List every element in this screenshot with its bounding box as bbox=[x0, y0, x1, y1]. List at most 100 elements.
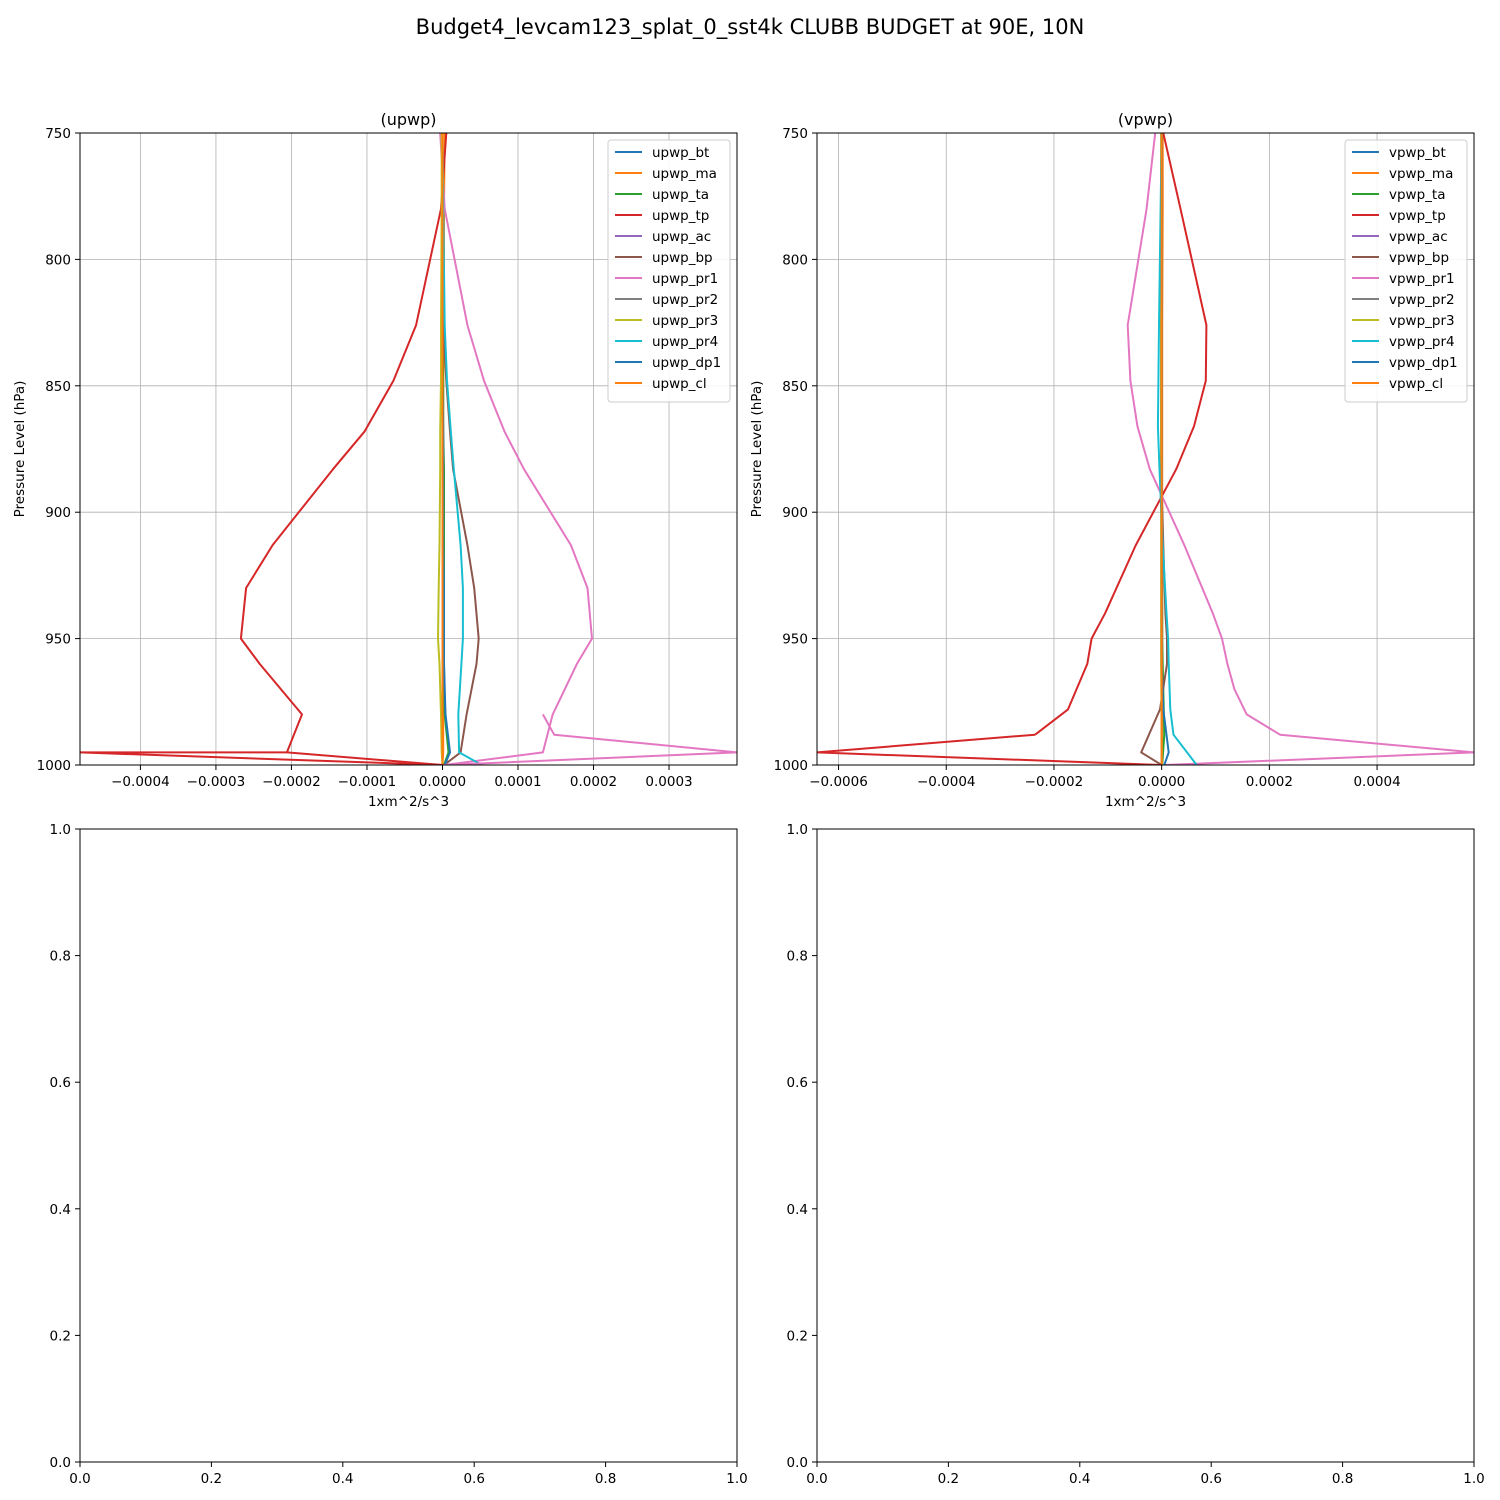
legend-label: vpwp_cl bbox=[1389, 376, 1443, 392]
legend-label: upwp_bp bbox=[652, 250, 713, 266]
x-tick-label: 0.0000 bbox=[1138, 774, 1185, 790]
x-tick-label: 0.2 bbox=[938, 1471, 959, 1487]
x-tick-label: 0.0 bbox=[806, 1471, 827, 1487]
y-tick-label: 850 bbox=[45, 379, 71, 395]
x-tick-label: −0.0003 bbox=[187, 774, 246, 790]
axes-title: (upwp) bbox=[380, 110, 436, 129]
y-tick-label: 850 bbox=[782, 379, 808, 395]
subplot-2: −0.0006 −0.0004 −0.0002 0.0000 0.0002 0.0004 7… bbox=[749, 110, 1475, 810]
x-tick-label: 0.0 bbox=[69, 1471, 90, 1487]
legend-label: vpwp_pr4 bbox=[1389, 334, 1455, 350]
series-group bbox=[80, 133, 737, 765]
legend-frame bbox=[1344, 139, 1468, 403]
y-tick-label: 1000 bbox=[774, 758, 808, 774]
series-line-upwp_pr1 bbox=[439, 133, 593, 765]
y-tick-label: 0.8 bbox=[50, 949, 71, 965]
x-tick-label: −0.0006 bbox=[809, 774, 868, 790]
legend: vpwp_bt vpwp_ma vpwp_ta vpwp_tp vpwp_ac vpwp_… bbox=[1344, 139, 1468, 403]
y-tick-label: 0.2 bbox=[787, 1328, 808, 1344]
legend-label: upwp_pr2 bbox=[652, 292, 718, 308]
subplot-3: 0.0 0.2 0.4 0.6 0.8 1.0 0.0 0.2 0.4 0.6 0.8 1.0 bbox=[50, 822, 748, 1487]
x-tick-label: 0.0001 bbox=[494, 774, 541, 790]
x-axis-label: 1xm^2/s^3 bbox=[1105, 794, 1186, 810]
legend-label: vpwp_ac bbox=[1389, 229, 1448, 245]
y-tick-label: 0.2 bbox=[50, 1328, 71, 1344]
y-tick-label: 0.0 bbox=[787, 1455, 808, 1471]
series-line-vpwp_pr1 bbox=[1126, 133, 1474, 765]
y-tick-label: 750 bbox=[782, 126, 808, 142]
y-tick-label: 800 bbox=[782, 252, 808, 268]
y-tick-label: 0.6 bbox=[787, 1075, 808, 1091]
x-tick-label: 0.0002 bbox=[1246, 774, 1293, 790]
x-tick-label: 0.8 bbox=[595, 1471, 616, 1487]
legend: upwp_bt upwp_ma upwp_ta upwp_tp upwp_ac upwp_… bbox=[607, 139, 731, 403]
x-tick-label: 0.0003 bbox=[645, 774, 692, 790]
x-tick-label: −0.0002 bbox=[262, 774, 321, 790]
x-tick-label: −0.0002 bbox=[1025, 774, 1084, 790]
legend-label: vpwp_bt bbox=[1389, 145, 1446, 161]
axes-frame bbox=[79, 132, 738, 766]
x-tick-label: 0.0002 bbox=[570, 774, 617, 790]
y-tick-label: 0.4 bbox=[787, 1202, 808, 1218]
y-tick-label: 0.6 bbox=[50, 1075, 71, 1091]
x-axis-label: 1xm^2/s^3 bbox=[368, 794, 449, 810]
subplot-1: −0.0004 −0.0003 −0.0002 −0.0001 0.0000 0.0001… bbox=[12, 110, 738, 810]
legend-label: vpwp_ma bbox=[1389, 166, 1453, 182]
y-tick-label: 950 bbox=[782, 632, 808, 648]
legend-label: vpwp_bp bbox=[1389, 250, 1449, 266]
series-line-upwp_pr3 bbox=[437, 133, 444, 765]
series-line-segment bbox=[80, 751, 443, 765]
legend-label: vpwp_pr2 bbox=[1389, 292, 1455, 308]
y-tick-label: 0.0 bbox=[50, 1455, 71, 1471]
series-line-segment bbox=[443, 713, 737, 765]
figure-suptitle: Budget4_levcam123_splat_0_sst4k CLUBB BU… bbox=[415, 15, 1085, 39]
legend-frame bbox=[607, 139, 731, 403]
subplot-4: 0.0 0.2 0.4 0.6 0.8 1.0 0.0 0.2 0.4 0.6 0.8 1.0 bbox=[787, 822, 1485, 1487]
legend-label: upwp_ma bbox=[652, 166, 717, 182]
legend-label: vpwp_dp1 bbox=[1389, 355, 1458, 371]
legend-label: upwp_cl bbox=[652, 376, 707, 392]
series-line-vpwp_tp bbox=[1034, 133, 1208, 736]
legend-label: vpwp_ta bbox=[1389, 187, 1446, 203]
x-tick-label: 0.8 bbox=[1332, 1471, 1353, 1487]
x-tick-label: 0.6 bbox=[1200, 1471, 1221, 1487]
x-tick-label: 0.4 bbox=[1069, 1471, 1090, 1487]
x-tick-label: 0.0004 bbox=[1353, 774, 1400, 790]
x-tick-label: −0.0001 bbox=[338, 774, 397, 790]
x-tick-label: 0.6 bbox=[463, 1471, 484, 1487]
axes-frame bbox=[816, 132, 1475, 766]
legend-label: upwp_bt bbox=[652, 145, 709, 161]
x-tick-label: 0.4 bbox=[332, 1471, 353, 1487]
x-tick-label: −0.0004 bbox=[111, 774, 170, 790]
y-tick-label: 900 bbox=[45, 505, 71, 521]
legend-label: upwp_pr4 bbox=[652, 334, 718, 350]
x-tick-label: 1.0 bbox=[1463, 1471, 1484, 1487]
legend-label: upwp_dp1 bbox=[652, 355, 721, 371]
x-tick-label: −0.0004 bbox=[917, 774, 976, 790]
series-line-upwp_pr4 bbox=[441, 133, 483, 765]
y-tick-label: 1.0 bbox=[787, 822, 808, 838]
series-line-upwp_tp bbox=[239, 133, 448, 765]
y-tick-label: 950 bbox=[45, 632, 71, 648]
axes-title: (vpwp) bbox=[1118, 110, 1173, 129]
x-tick-label: 1.0 bbox=[726, 1471, 747, 1487]
legend-label: upwp_ta bbox=[652, 187, 709, 203]
legend-label: upwp_pr1 bbox=[652, 271, 718, 287]
axes-frame bbox=[79, 828, 738, 1463]
y-axis-label: Pressure Level (hPa) bbox=[749, 381, 765, 518]
x-tick-label: 0.2 bbox=[201, 1471, 222, 1487]
legend-label: vpwp_pr3 bbox=[1389, 313, 1455, 329]
y-tick-label: 800 bbox=[45, 252, 71, 268]
y-tick-label: 0.4 bbox=[50, 1202, 71, 1218]
y-tick-label: 750 bbox=[45, 126, 71, 142]
series-group bbox=[817, 133, 1474, 765]
legend-label: vpwp_tp bbox=[1389, 208, 1446, 224]
legend-label: vpwp_pr1 bbox=[1389, 271, 1455, 287]
legend-label: upwp_pr3 bbox=[652, 313, 718, 329]
y-axis-label: Pressure Level (hPa) bbox=[12, 381, 28, 518]
x-tick-label: 0.0000 bbox=[419, 774, 466, 790]
axes-frame bbox=[816, 828, 1475, 1463]
y-tick-label: 1000 bbox=[37, 758, 71, 774]
legend-label: upwp_ac bbox=[652, 229, 711, 245]
